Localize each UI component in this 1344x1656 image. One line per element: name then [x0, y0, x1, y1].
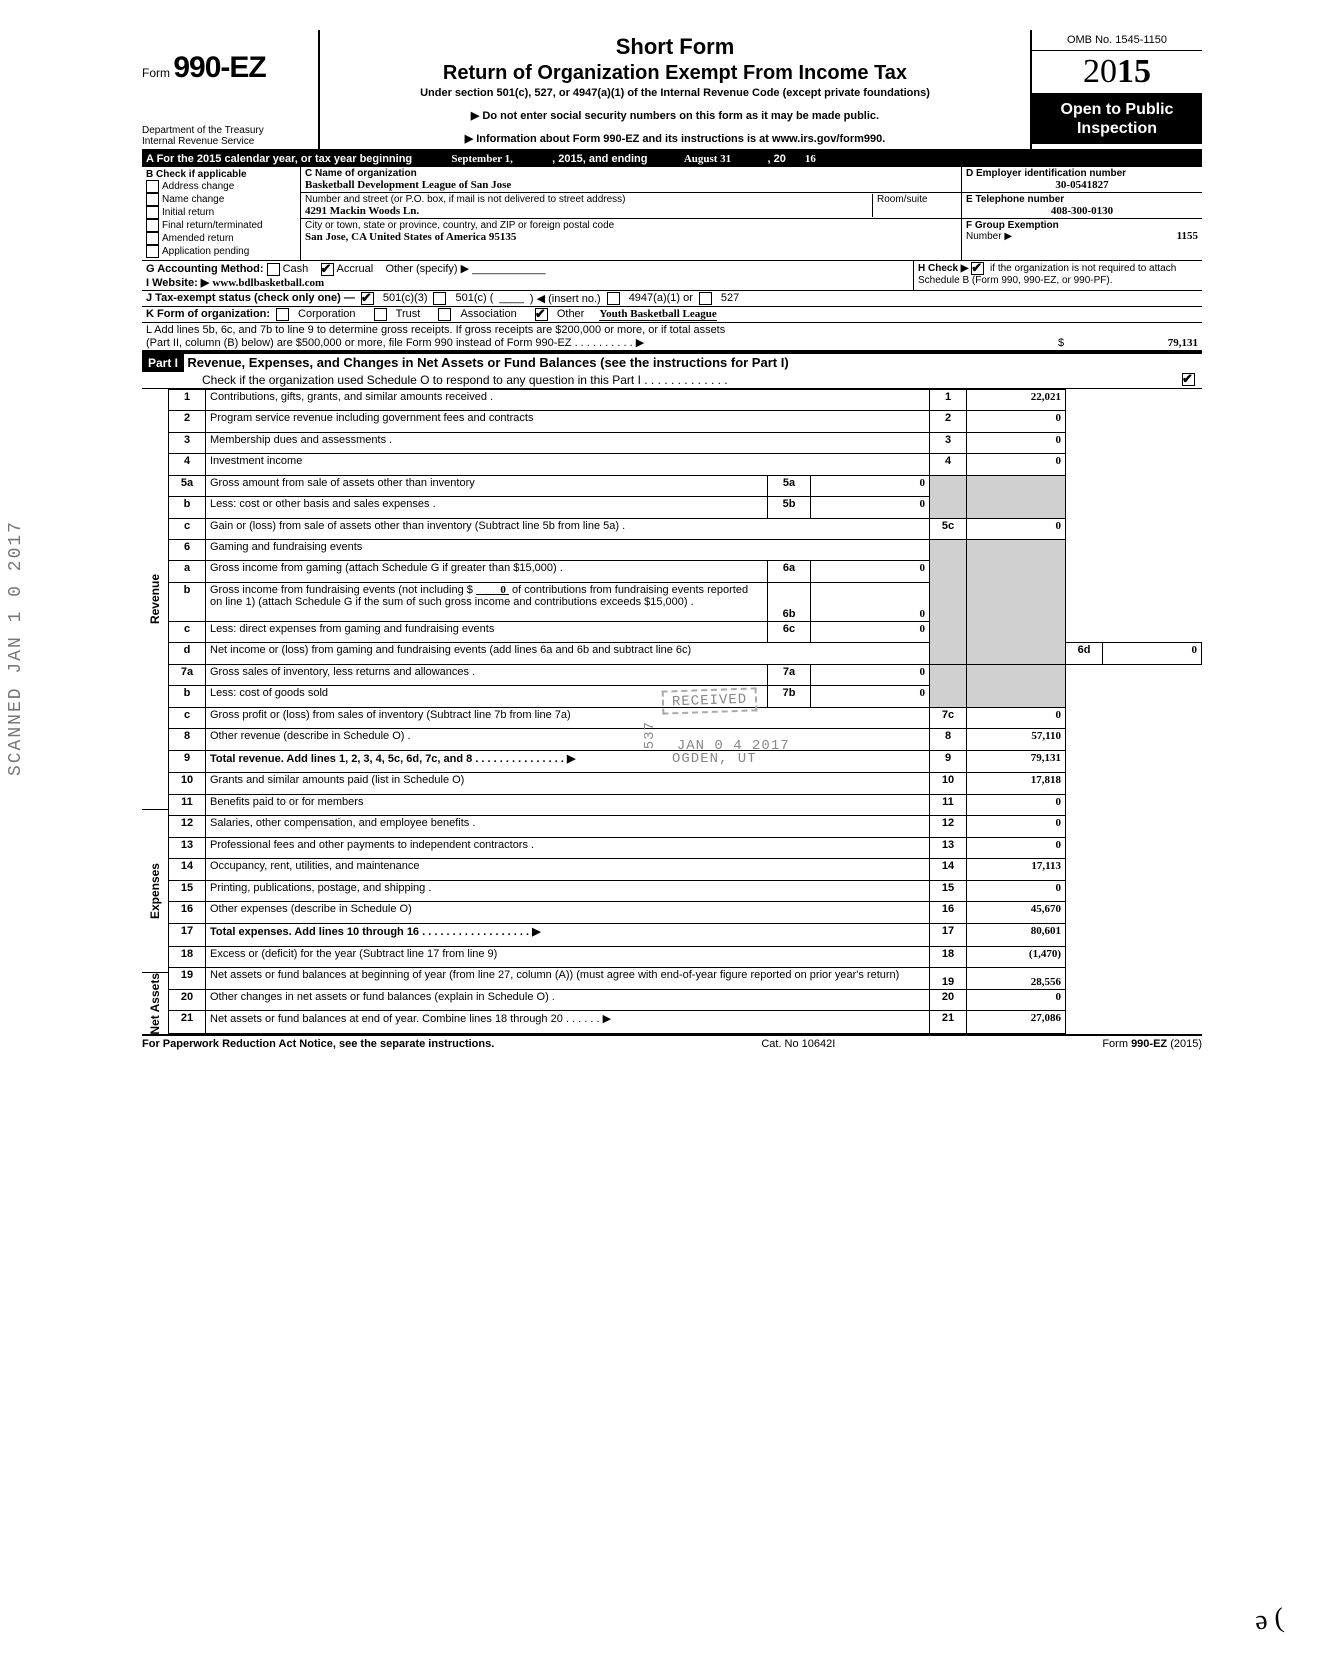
box-e: E Telephone number 408-300-0130 — [962, 193, 1202, 219]
scanned-side-stamp: SCANNED JAN 1 0 2017 — [6, 520, 26, 776]
chk-schedule-o-part1[interactable] — [1182, 373, 1195, 386]
line-18: 18Excess or (deficit) for the year (Subt… — [169, 946, 1202, 967]
chk-501c3[interactable] — [361, 292, 374, 305]
chk-amended-return[interactable] — [146, 232, 159, 245]
part-1-header: Part I Revenue, Expenses, and Changes in… — [142, 352, 1202, 389]
line-20: 20Other changes in net assets or fund ba… — [169, 989, 1202, 1010]
period-bar: A For the 2015 calendar year, or tax yea… — [142, 151, 1202, 167]
chk-527[interactable] — [699, 292, 712, 305]
chk-association[interactable] — [438, 308, 451, 321]
line-15: 15Printing, publications, postage, and s… — [169, 880, 1202, 901]
box-f: F Group Exemption Number ▶ 1155 — [962, 219, 1202, 243]
form-990ez: Form 990-EZ Department of the Treasury I… — [142, 30, 1202, 1050]
line-h: H Check ▶ if the organization is not req… — [913, 261, 1202, 290]
chk-other-org[interactable] — [535, 308, 548, 321]
line-19: 19Net assets or fund balances at beginni… — [169, 968, 1202, 989]
section-revenue: Revenue — [142, 389, 169, 810]
page-footer: For Paperwork Reduction Act Notice, see … — [142, 1034, 1202, 1050]
org-street: 4291 Mackin Woods Ln. — [305, 205, 419, 217]
short-form-title: Short Form — [326, 34, 1024, 60]
tax-year: 2015 — [1032, 51, 1202, 94]
chk-final-return[interactable] — [146, 219, 159, 232]
line-k: K Form of organization: Corporation Trus… — [142, 307, 1202, 323]
received-stamp: RECEIVED — [662, 687, 758, 714]
org-city: San Jose, CA United States of America 95… — [305, 231, 516, 243]
page-initial: ə ( — [1254, 1603, 1286, 1638]
period-begin: September 1, — [412, 153, 552, 165]
gross-receipts-value: 79,131 — [1064, 337, 1198, 349]
line-g: G Accounting Method: Cash Accrual Other … — [146, 262, 909, 276]
chk-cash[interactable] — [267, 263, 280, 276]
box-c: C Name of organization Basketball Develo… — [301, 167, 962, 260]
line-j: J Tax-exempt status (check only one) — 5… — [142, 291, 1202, 307]
received-location-stamp: OGDEN, UT — [672, 751, 757, 767]
chk-corporation[interactable] — [276, 308, 289, 321]
code-subtitle: Under section 501(c), 527, or 4947(a)(1)… — [326, 87, 1024, 99]
chk-address-change[interactable] — [146, 180, 159, 193]
group-exemption-value: 1155 — [1177, 230, 1198, 242]
other-org-value: Youth Basketball League — [599, 308, 716, 321]
info-link: ▶ Information about Form 990-EZ and its … — [326, 132, 1024, 145]
line-10: 10Grants and similar amounts paid (list … — [169, 773, 1202, 794]
line-12: 12Salaries, other compensation, and empl… — [169, 816, 1202, 837]
chk-accrual[interactable] — [321, 263, 334, 276]
line-7a: 7aGross sales of inventory, less returns… — [169, 664, 1202, 685]
ssn-warning: ▶ Do not enter social security numbers o… — [326, 109, 1024, 122]
line-3: 3Membership dues and assessments .30 — [169, 432, 1202, 453]
chk-name-change[interactable] — [146, 193, 159, 206]
form-header: Form 990-EZ Department of the Treasury I… — [142, 30, 1202, 151]
line-13: 13Professional fees and other payments t… — [169, 837, 1202, 858]
chk-schedule-b-not-required[interactable] — [971, 262, 984, 275]
chk-application-pending[interactable] — [146, 245, 159, 258]
chk-4947a1[interactable] — [607, 292, 620, 305]
line-5c: cGain or (loss) from sale of assets othe… — [169, 518, 1202, 539]
line-1: 1Contributions, gifts, grants, and simil… — [169, 389, 1202, 410]
line-5a: 5aGross amount from sale of assets other… — [169, 475, 1202, 496]
return-title: Return of Organization Exempt From Incom… — [326, 62, 1024, 85]
line-6: 6Gaming and fundraising events — [169, 539, 1202, 560]
box-b: B Check if applicable Address change Nam… — [142, 167, 301, 260]
period-yy: 16 — [786, 153, 816, 165]
info-grid: B Check if applicable Address change Nam… — [142, 167, 1202, 261]
line-17: 17Total expenses. Add lines 10 through 1… — [169, 923, 1202, 946]
chk-trust[interactable] — [374, 308, 387, 321]
treasury-dept: Department of the Treasury Internal Reve… — [142, 125, 312, 147]
website-value: www.bdlbasketball.com — [212, 277, 324, 289]
line-l: L Add lines 5b, 6c, and 7b to line 9 to … — [142, 323, 1202, 352]
period-end: August 31 — [648, 153, 768, 165]
line-16: 16Other expenses (describe in Schedule O… — [169, 902, 1202, 923]
line-21: 21Net assets or fund balances at end of … — [169, 1011, 1202, 1034]
line-2: 2Program service revenue including gover… — [169, 411, 1202, 432]
line-i: I Website: ▶ www.bdlbasketball.com — [146, 276, 909, 289]
received-date-stamp: 537 JAN 0 4 2017 — [642, 721, 790, 754]
box-d: D Employer identification number 30-0541… — [962, 167, 1202, 193]
line-14: 14Occupancy, rent, utilities, and mainte… — [169, 859, 1202, 880]
form-number: Form 990-EZ — [142, 51, 312, 85]
chk-initial-return[interactable] — [146, 206, 159, 219]
phone-value: 408-300-0130 — [966, 205, 1198, 217]
org-name: Basketball Development League of San Jos… — [305, 179, 511, 191]
open-public-badge: Open to Public Inspection — [1032, 94, 1202, 144]
room-suite: Room/suite — [872, 194, 957, 217]
section-expenses: Expenses — [142, 810, 169, 973]
chk-501c[interactable] — [433, 292, 446, 305]
line-4: 4Investment income40 — [169, 454, 1202, 475]
ein-value: 30-0541827 — [966, 179, 1198, 191]
line-11: 11Benefits paid to or for members110 — [169, 794, 1202, 815]
section-net-assets: Net Assets — [142, 973, 169, 1035]
omb-number: OMB No. 1545-1150 — [1032, 30, 1202, 51]
